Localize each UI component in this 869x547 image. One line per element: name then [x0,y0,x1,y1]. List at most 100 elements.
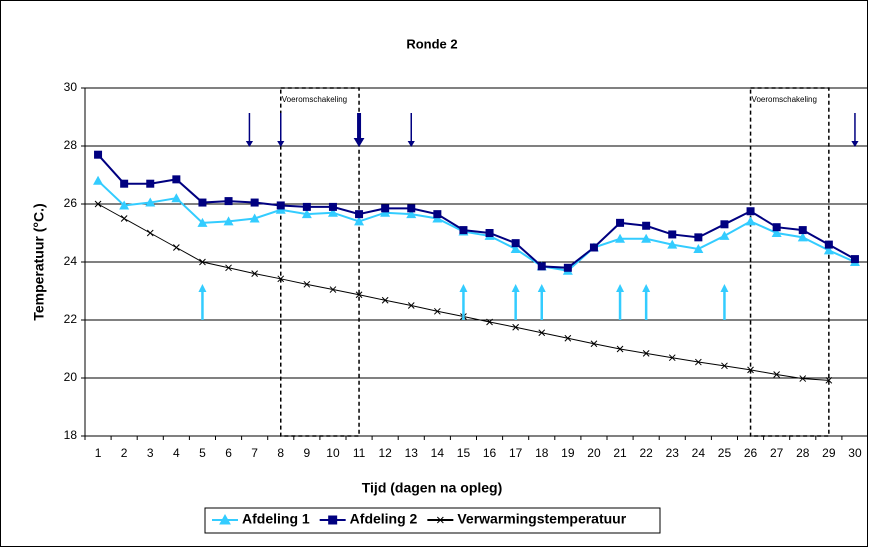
y-tick-label: 20 [64,370,78,384]
period-label: Voeromschakeling [752,95,817,104]
marker [771,228,782,237]
marker [381,204,390,213]
marker [120,215,128,222]
marker [146,179,155,188]
marker [406,209,417,219]
marker [225,264,232,272]
marker [485,229,494,237]
up-arrow-head [537,284,546,292]
marker [694,358,702,366]
up-arrow-head [511,284,520,292]
x-tick-label: 28 [796,446,810,460]
legend-marker [219,513,231,525]
x-tick-label: 5 [199,446,206,460]
marker [301,209,312,219]
marker [824,240,833,249]
marker [798,226,807,235]
marker [823,245,834,255]
marker [250,198,259,207]
x-tick-label: 29 [822,446,836,460]
x-tick-label: 17 [509,446,523,460]
marker [94,200,102,208]
x-tick-label: 30 [848,446,862,460]
y-tick-label: 26 [64,196,78,210]
marker [589,243,598,252]
y-tick-label: 22 [64,312,78,326]
marker [459,226,468,235]
marker [615,233,626,243]
x-tick-label: 11 [353,446,366,460]
x-tick-label: 21 [613,446,627,460]
x-tick-label: 3 [147,446,154,460]
marker [486,318,493,326]
marker [355,210,364,219]
x-tick-label: 9 [304,446,311,460]
marker [172,244,180,251]
x-tick-label: 15 [457,446,471,460]
marker [512,323,520,331]
x-tick-label: 6 [225,446,232,460]
marker [720,220,729,229]
series-line [97,180,856,272]
x-tick-label: 16 [483,446,497,460]
x-tick-label: 7 [251,446,258,460]
marker [719,230,730,240]
marker [223,216,234,226]
x-tick-label: 8 [277,446,284,460]
up-arrow-head [720,284,729,292]
marker [799,375,807,382]
marker [850,255,859,264]
x-tick-label: 24 [692,446,706,460]
marker [642,221,651,230]
marker [511,239,520,248]
period-label: Voeromschakeling [282,95,347,104]
marker [433,307,441,315]
marker [93,175,104,185]
marker [224,197,233,206]
marker [199,258,206,266]
period-box [749,87,830,437]
marker [198,198,207,207]
x-tick-label: 19 [561,446,575,460]
marker [119,200,130,210]
y-tick-label: 28 [64,138,78,152]
marker [407,302,415,309]
marker [642,349,650,357]
x-tick-label: 12 [378,446,392,460]
y-tick-label: 30 [64,80,78,94]
down-arrow-head [277,141,285,147]
marker [668,230,677,239]
x-tick-label: 2 [121,446,128,460]
x-tick-label: 10 [326,446,340,460]
legend-marker [328,515,338,525]
marker [564,334,572,342]
x-tick-label: 23 [666,446,680,460]
legend: Afdeling 1 Afdeling 2 Verwarmingstemperatu… [204,507,661,534]
marker [563,263,572,272]
legend-label: Afdeling 1 [242,511,310,527]
marker [328,202,337,211]
marker [745,216,756,226]
x-tick-label: 4 [173,446,180,460]
marker [773,371,781,378]
marker [197,217,208,227]
down-arrow-head [245,141,254,147]
marker [721,362,728,370]
down-arrow-head [407,141,415,147]
marker [694,233,703,242]
marker [538,329,546,337]
marker [327,207,338,217]
marker [537,262,546,271]
marker [746,207,755,216]
marker [172,175,181,184]
x-tick-label: 25 [718,446,732,460]
marker [120,179,129,188]
marker [433,210,442,219]
marker [747,366,754,374]
marker [590,340,598,348]
marker [641,233,652,243]
y-tick-label: 18 [64,428,78,442]
